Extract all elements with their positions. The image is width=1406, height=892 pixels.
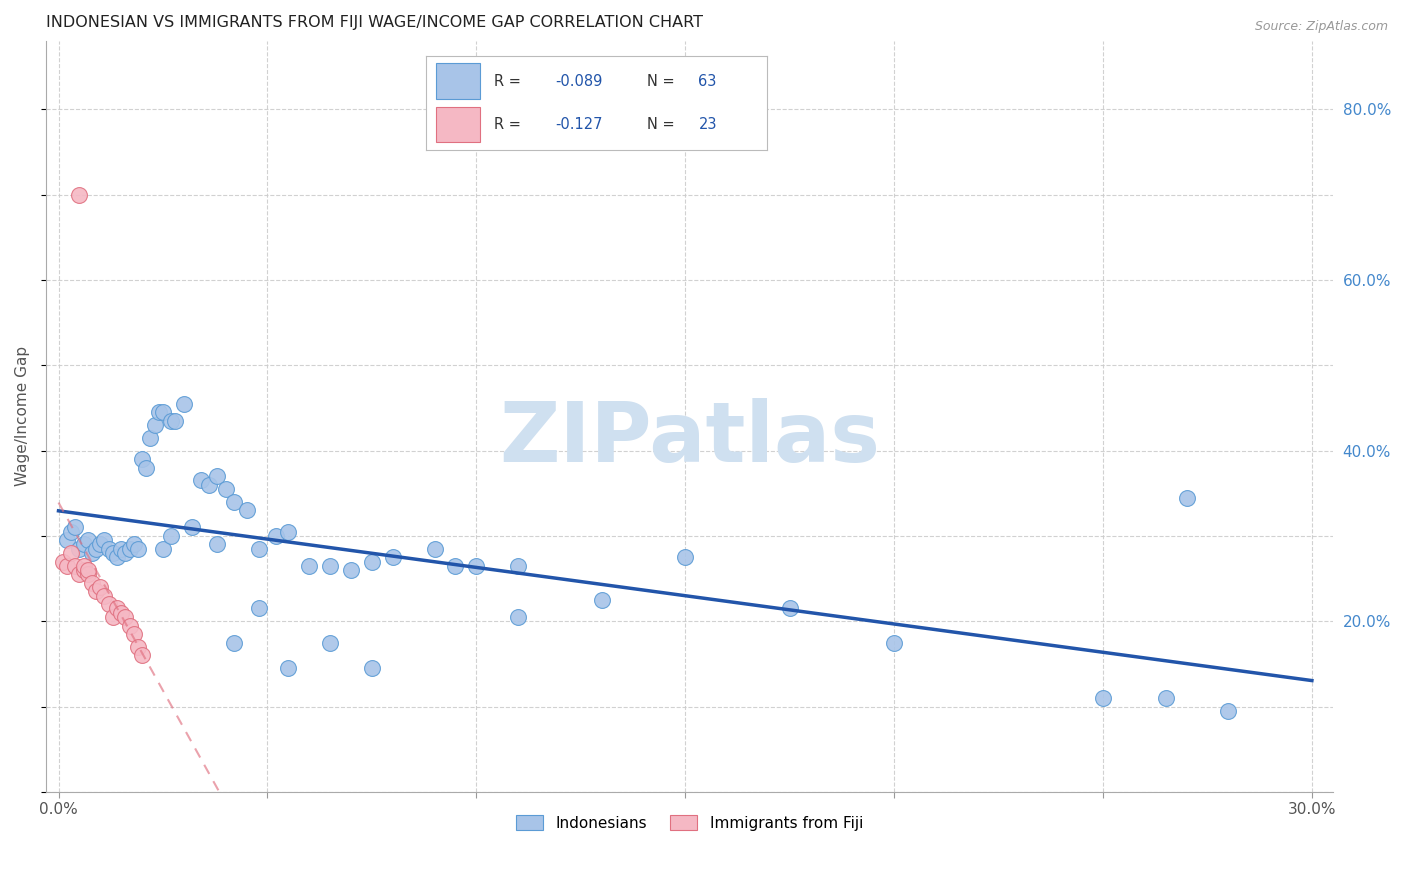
Point [883,635,905,649]
Point [181,520,204,534]
Point [160,414,183,428]
Point [222,495,245,509]
Point [63,558,86,573]
Point [298,558,321,573]
Point [1154,691,1177,706]
Point [118,541,141,556]
Point [101,546,124,560]
Point [198,477,221,491]
Point [72,537,94,551]
Point [160,529,183,543]
Point [381,550,404,565]
Point [52,555,75,569]
Point [105,601,128,615]
Point [122,627,145,641]
Text: Source: ZipAtlas.com: Source: ZipAtlas.com [1254,20,1388,33]
Point [152,541,174,556]
Point [56,558,79,573]
Point [319,558,342,573]
Point [247,601,270,615]
Point [444,558,467,573]
Point [89,580,111,594]
Point [80,546,103,560]
Point [277,661,299,675]
Point [277,524,299,539]
Point [67,541,90,556]
Point [222,635,245,649]
Point [114,546,136,560]
Point [122,537,145,551]
Point [76,567,98,582]
Point [80,575,103,590]
Point [105,550,128,565]
Text: INDONESIAN VS IMMIGRANTS FROM FIJI WAGE/INCOME GAP CORRELATION CHART: INDONESIAN VS IMMIGRANTS FROM FIJI WAGE/… [46,15,703,30]
Point [779,601,801,615]
Point [110,541,132,556]
Point [207,537,229,551]
Point [127,640,149,654]
Point [264,529,287,543]
Point [214,482,236,496]
Point [97,597,120,611]
Point [506,610,529,624]
Point [118,618,141,632]
Point [152,405,174,419]
Point [143,417,166,432]
Point [67,567,90,582]
Point [114,610,136,624]
Point [360,661,382,675]
Point [591,593,613,607]
Point [340,563,363,577]
Point [207,469,229,483]
Legend: Indonesians, Immigrants from Fiji: Indonesians, Immigrants from Fiji [509,809,869,837]
Point [76,563,98,577]
Point [60,546,83,560]
Point [93,589,115,603]
Point [60,524,83,539]
Point [1091,691,1114,706]
Point [247,541,270,556]
Point [1175,491,1198,505]
Point [110,606,132,620]
Point [72,558,94,573]
Point [97,541,120,556]
Point [148,405,170,419]
Point [360,555,382,569]
Point [76,533,98,548]
Point [56,533,79,548]
Point [673,550,696,565]
Point [131,452,153,467]
Point [135,460,157,475]
Point [165,414,187,428]
Point [465,558,488,573]
Point [506,558,529,573]
Point [72,563,94,577]
Point [101,610,124,624]
Point [235,503,257,517]
Point [173,396,195,410]
Point [63,520,86,534]
Point [67,187,90,202]
Y-axis label: Wage/Income Gap: Wage/Income Gap [15,346,30,486]
Point [131,648,153,663]
Point [139,431,162,445]
Point [423,541,446,556]
Point [84,584,107,599]
Point [1218,704,1240,718]
Point [190,474,212,488]
Point [127,541,149,556]
Point [89,537,111,551]
Point [84,541,107,556]
Point [319,635,342,649]
Text: ZIPatlas: ZIPatlas [499,399,880,480]
Point [93,533,115,548]
